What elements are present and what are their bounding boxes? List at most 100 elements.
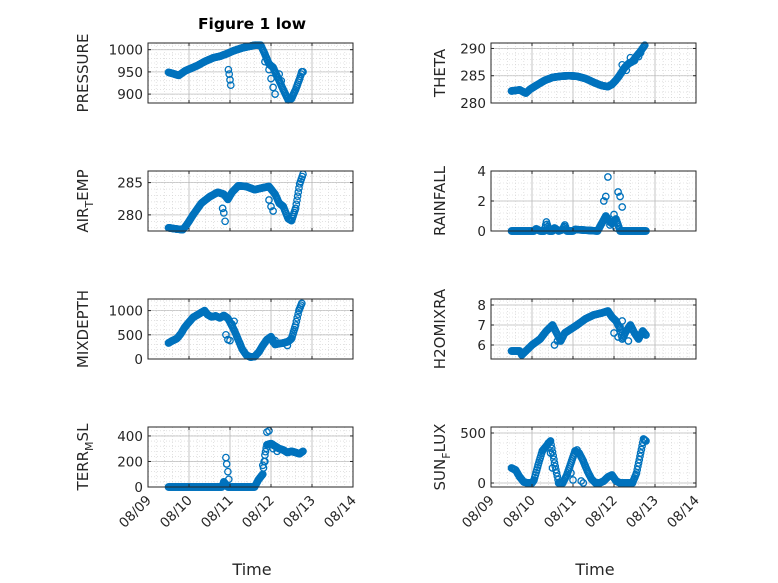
data-point <box>265 65 273 74</box>
y-tick-label: 290 <box>460 41 486 57</box>
data-point <box>614 188 622 196</box>
data-point <box>265 426 273 435</box>
data-point <box>636 452 644 461</box>
y-tick-label: 1000 <box>109 43 143 59</box>
data-point <box>226 336 234 345</box>
data-point <box>222 330 230 339</box>
data-point <box>546 449 555 457</box>
data-point <box>624 337 633 345</box>
y-tick-label: 900 <box>117 87 143 103</box>
subplot-air-temp: 280 285 AIRTEMP <box>74 169 354 234</box>
y-tick-label: 0 <box>477 476 486 492</box>
data-point <box>599 197 608 205</box>
data-point <box>642 331 650 339</box>
data-point <box>258 461 267 470</box>
subplot-theta: 280 285 290 THETA <box>431 41 697 112</box>
data-point <box>224 65 233 74</box>
y-tick-label: 500 <box>117 328 143 344</box>
data-point <box>299 447 307 456</box>
axes-box <box>147 42 354 104</box>
data-point <box>267 74 275 83</box>
x-axis-label-right: Time <box>574 560 614 579</box>
axes-box <box>147 170 354 232</box>
data-point <box>294 188 303 196</box>
data-point <box>261 57 269 66</box>
y-tick-label: 280 <box>460 96 486 112</box>
data-point <box>221 217 229 226</box>
data-point <box>293 196 301 205</box>
data-markers <box>164 170 307 234</box>
data-point <box>226 81 235 90</box>
data-point <box>567 469 575 477</box>
data-point <box>610 210 618 219</box>
y-tick-label: 0 <box>134 352 143 368</box>
data-point <box>544 439 553 447</box>
data-point <box>292 200 301 209</box>
data-point <box>630 56 639 65</box>
data-point <box>618 60 627 69</box>
data-point <box>219 209 228 217</box>
data-point <box>569 476 577 484</box>
y-tick-label: 6 <box>477 338 486 354</box>
axes-box <box>147 426 354 488</box>
data-point <box>275 70 284 78</box>
data-point <box>265 196 273 204</box>
data-markers <box>507 41 649 98</box>
data-point <box>614 333 622 341</box>
y-tick-label: 0 <box>134 480 143 496</box>
y-axis-label: TERRMSL <box>74 423 96 492</box>
figure-title: Figure 1 low <box>198 15 306 33</box>
data-point <box>261 447 270 456</box>
data-point <box>230 317 238 326</box>
y-axis-label: AIRTEMP <box>74 169 96 232</box>
data-point <box>637 445 646 454</box>
y-tick-label: 200 <box>117 454 143 470</box>
y-tick-label: 400 <box>117 429 143 445</box>
data-point <box>601 192 610 201</box>
data-point <box>548 464 557 472</box>
y-axis-label: THETA <box>431 48 449 98</box>
subplot-pressure: 900 950 1000 PRESSURE <box>74 34 354 112</box>
data-point <box>641 330 650 338</box>
data-point <box>273 447 281 456</box>
data-point <box>622 66 631 75</box>
data-point <box>269 338 277 346</box>
data-point <box>636 449 645 457</box>
data-point <box>640 41 649 50</box>
data-point <box>553 337 562 345</box>
data-point <box>550 455 558 464</box>
y-tick-label: 1000 <box>109 304 143 320</box>
data-point <box>271 336 279 345</box>
data-point <box>577 477 586 485</box>
axes-box <box>490 298 697 360</box>
data-point <box>261 457 269 466</box>
data-point <box>642 437 650 445</box>
data-point <box>293 314 302 322</box>
data-point <box>547 444 556 453</box>
data-point <box>218 204 227 213</box>
data-point <box>291 321 300 329</box>
grid <box>147 427 354 488</box>
y-tick-label: 4 <box>477 164 486 180</box>
data-point <box>269 207 277 215</box>
data-point <box>224 467 232 476</box>
data-point <box>291 204 300 213</box>
data-point <box>283 341 292 350</box>
data-point <box>269 83 277 92</box>
data-point <box>222 460 231 468</box>
data-point <box>606 221 614 229</box>
subplot-rainfall: 0 2 4 RAINFALL <box>431 164 697 240</box>
y-tick-label: 280 <box>117 208 143 224</box>
y-tick-label: 285 <box>117 176 143 192</box>
y-axis-label: H2OMIXRA <box>431 288 449 369</box>
data-point <box>604 173 612 181</box>
y-tick-label: 500 <box>460 426 486 442</box>
axes-box <box>490 426 697 488</box>
data-point <box>267 202 275 211</box>
y-tick-label: 0 <box>477 224 486 240</box>
data-point <box>546 437 555 445</box>
subplot-h2omixra: 6 7 8 H2OMIXRA <box>431 288 697 369</box>
y-tick-label: 7 <box>477 318 486 334</box>
